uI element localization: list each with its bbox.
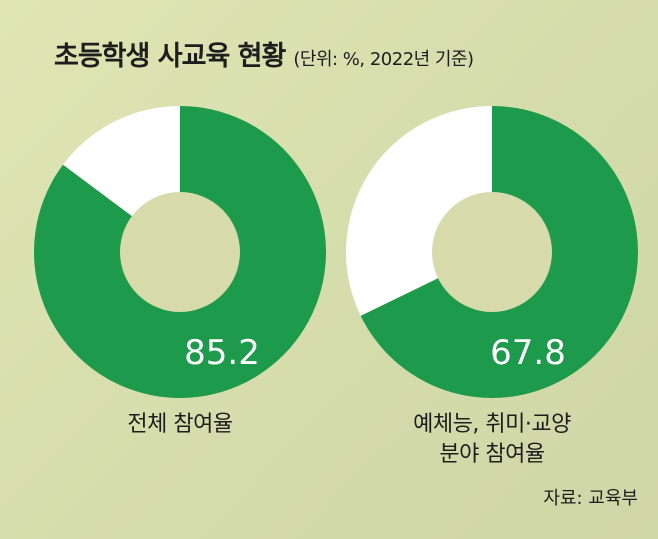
source-note: 자료: 교육부	[543, 488, 638, 509]
chart-title: 초등학생 사교육 현황	[54, 41, 286, 72]
donut-value-label: 67.8	[490, 333, 566, 373]
caption-overall-text: 전체 참여율	[127, 412, 233, 437]
caption-arts-hobby-line-2: 분야 참여율	[439, 442, 545, 467]
caption-arts-hobby: 예체능, 취미·교양 분야 참여율	[382, 410, 602, 470]
donut-chart-overall: 85.2	[34, 105, 327, 398]
donut-hole	[432, 192, 552, 312]
caption-arts-hobby-line-1: 예체능, 취미·교양	[413, 412, 571, 437]
donut-chart-arts-hobby: 67.8	[346, 106, 639, 398]
caption-overall: 전체 참여율	[90, 410, 270, 440]
chart-subtitle: (단위: %, 2022년 기준)	[293, 49, 474, 70]
title-row: 초등학생 사교육 현황 (단위: %, 2022년 기준)	[54, 34, 474, 73]
donut-hole	[120, 192, 240, 312]
donut-value-label: 85.2	[184, 333, 260, 373]
